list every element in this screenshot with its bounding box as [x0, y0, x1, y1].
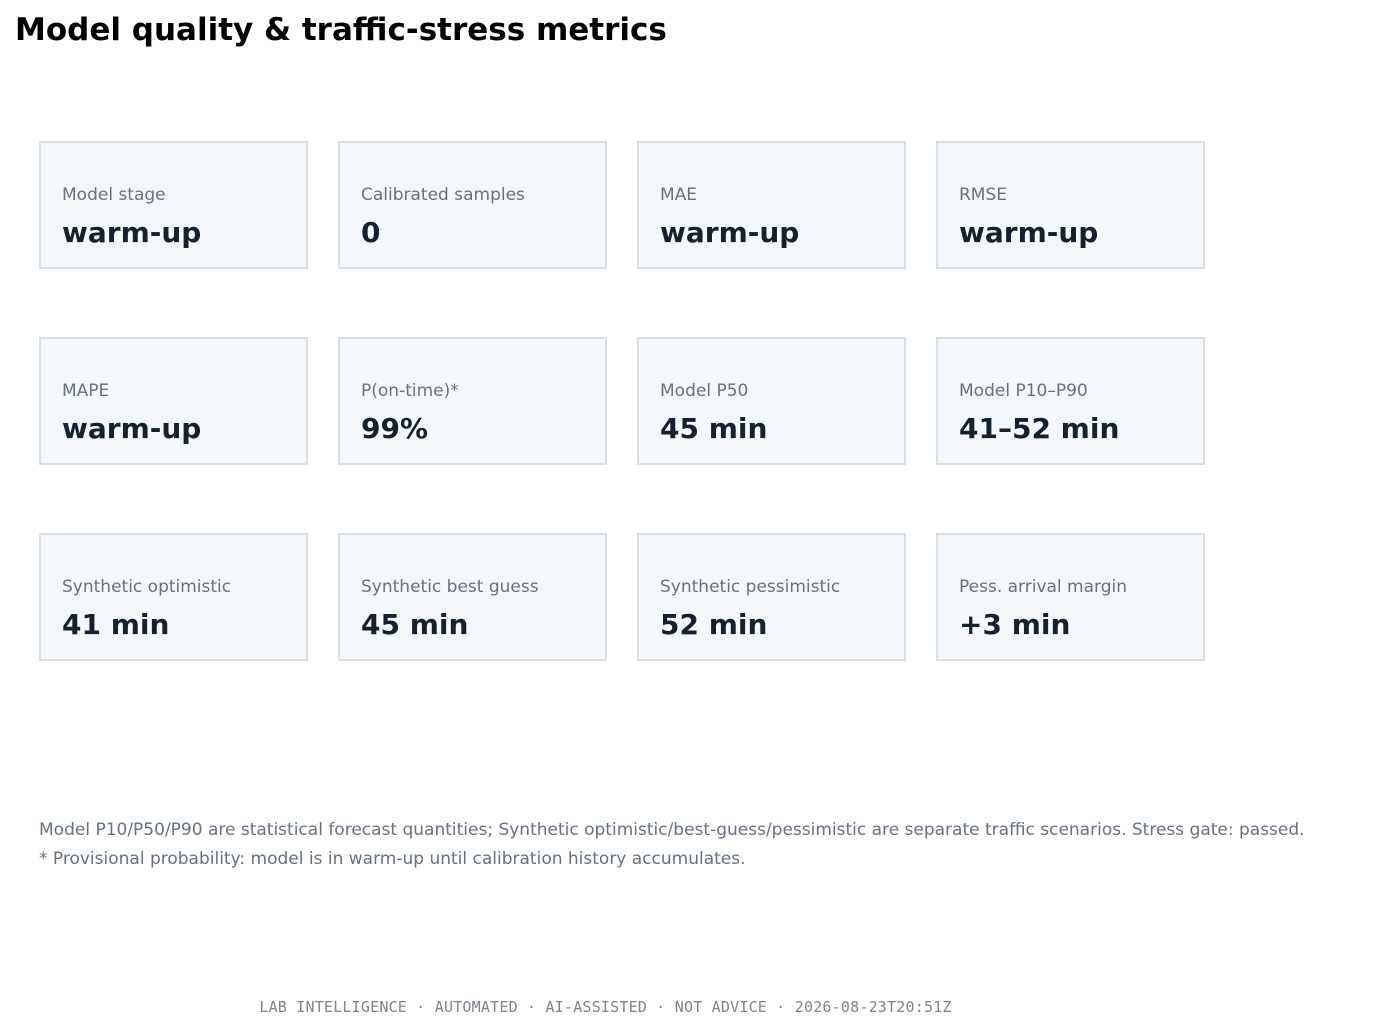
- metric-label: RMSE: [959, 185, 1008, 205]
- metric-card-synthetic-pessimistic: Synthetic pessimistic 52 min: [637, 533, 906, 661]
- metric-card-mae: MAE warm-up: [637, 141, 906, 269]
- metric-card-synthetic-optimistic: Synthetic optimistic 41 min: [39, 533, 308, 661]
- metric-value: 99%: [361, 412, 429, 445]
- metric-label: Synthetic optimistic: [62, 577, 232, 597]
- metric-label: Synthetic pessimistic: [660, 577, 841, 597]
- notes: Model P10/P50/P90 are statistical foreca…: [39, 816, 1379, 874]
- metric-label: Synthetic best guess: [361, 577, 539, 597]
- metric-card-model-p50: Model P50 45 min: [637, 337, 906, 465]
- metric-label: Pess. arrival margin: [959, 577, 1128, 597]
- metric-value: warm-up: [660, 216, 800, 249]
- metric-value: +3 min: [959, 608, 1071, 641]
- metric-label: Model stage: [62, 185, 166, 205]
- metric-label: Model P50: [660, 381, 749, 401]
- metric-card-synthetic-best-guess: Synthetic best guess 45 min: [338, 533, 607, 661]
- metric-value: 41–52 min: [959, 412, 1120, 445]
- metric-label: MAPE: [62, 381, 110, 401]
- metric-card-p-on-time: P(on-time)* 99%: [338, 337, 607, 465]
- note-provisional-probability: * Provisional probability: model is in w…: [39, 849, 746, 869]
- metric-card-calibrated-samples: Calibrated samples 0: [338, 141, 607, 269]
- metric-card-mape: MAPE warm-up: [39, 337, 308, 465]
- metric-value: warm-up: [959, 216, 1099, 249]
- metric-value: warm-up: [62, 412, 202, 445]
- metric-value: warm-up: [62, 216, 202, 249]
- metric-label: Model P10–P90: [959, 381, 1088, 401]
- metric-value: 45 min: [660, 412, 768, 445]
- metric-card-pess-arrival-margin: Pess. arrival margin +3 min: [936, 533, 1205, 661]
- metric-label: P(on-time)*: [361, 381, 459, 401]
- metric-value: 52 min: [660, 608, 768, 641]
- metrics-grid: Model stage warm-up Calibrated samples 0…: [39, 141, 1206, 661]
- metric-value: 41 min: [62, 608, 170, 641]
- metric-card-rmse: RMSE warm-up: [936, 141, 1205, 269]
- footer-disclaimer: LAB INTELLIGENCE · AUTOMATED · AI-ASSIST…: [259, 998, 952, 1016]
- metric-label: MAE: [660, 185, 698, 205]
- note-forecast-explanation: Model P10/P50/P90 are statistical foreca…: [39, 820, 1305, 840]
- page-title: Model quality & traffic-stress metrics: [15, 12, 667, 48]
- metric-value: 0: [361, 216, 381, 249]
- metric-value: 45 min: [361, 608, 469, 641]
- metric-label: Calibrated samples: [361, 185, 525, 205]
- metric-card-model-p10-p90: Model P10–P90 41–52 min: [936, 337, 1205, 465]
- metric-card-model-stage: Model stage warm-up: [39, 141, 308, 269]
